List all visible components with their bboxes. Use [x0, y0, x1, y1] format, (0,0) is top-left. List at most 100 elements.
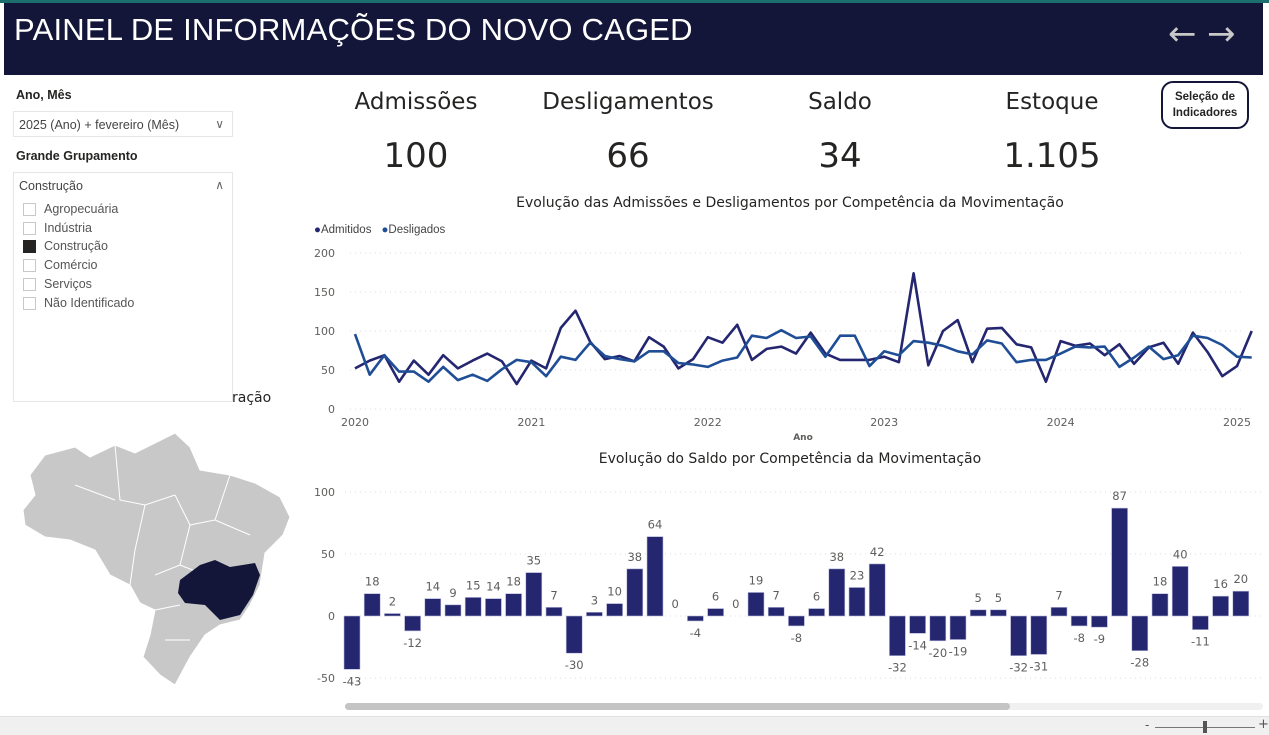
brazil-map[interactable] [15, 425, 300, 700]
line-chart-title: Evolução das Admissões e Desligamentos p… [516, 195, 1064, 211]
checkbox-checked[interactable] [23, 239, 36, 253]
ano-mes-dropdown[interactable]: 2025 (Ano) + fevereiro (Mês) ∨ [13, 111, 233, 137]
legend-item-desligados[interactable]: ●Desligados [381, 224, 446, 236]
top-accent-line [0, 0, 1269, 3]
bar-data-label: 14 [425, 580, 440, 594]
option-nao-identificado[interactable]: Não Identificado [23, 296, 134, 310]
bar-data-label: -14 [908, 638, 927, 652]
saldo-bar [384, 613, 401, 617]
bar-data-label: 15 [466, 578, 481, 592]
bar-data-label: 3 [591, 593, 598, 607]
bar-data-label: -43 [343, 674, 362, 688]
checkbox[interactable] [23, 202, 36, 216]
checkbox[interactable] [23, 221, 36, 235]
bar-data-label: 7 [1055, 588, 1062, 602]
saldo-bar [1131, 615, 1149, 652]
saldo-bar [1070, 615, 1088, 627]
line-legend: ●Admitidos ●Desligados [314, 224, 445, 236]
x-tick-label: 2020 [341, 416, 369, 429]
grupamento-value: Construção [19, 179, 83, 193]
bar-data-label: 18 [1153, 575, 1168, 589]
saldo-bar [969, 609, 987, 617]
bar-data-label: 87 [1112, 489, 1127, 503]
horizontal-scrollbar[interactable] [345, 703, 1263, 710]
page-title: PAINEL DE INFORMAÇÕES DO NOVO CAGED [14, 12, 693, 47]
bar-data-label: 20 [1233, 572, 1248, 586]
saldo-bar [646, 536, 664, 617]
selecao-indicadores-button[interactable]: Seleção de Indicadores [1161, 81, 1249, 129]
option-comercio[interactable]: Comércio [23, 258, 98, 272]
kpi-admissoes-value: 100 [383, 136, 449, 176]
y-tick-label: 100 [314, 325, 335, 338]
saldo-bar [1010, 615, 1027, 656]
x-tick-label: 2024 [1047, 416, 1075, 429]
saldo-bar [626, 568, 644, 617]
bar-data-label: 64 [648, 518, 663, 532]
saldo-bar [767, 607, 785, 617]
series-line-desligados [353, 328, 1252, 383]
kpi-desligamentos-label: Desligamentos [542, 89, 714, 115]
x-tick-label: 2023 [870, 416, 898, 429]
bar-data-label: 9 [449, 586, 456, 600]
y-tick-label: 150 [314, 286, 335, 299]
kpi-estoque-value: 1.105 [1003, 136, 1101, 176]
zoom-in-button[interactable]: + [1258, 717, 1269, 732]
y-tick-label: 50 [321, 548, 335, 561]
saldo-bar [929, 615, 947, 642]
zoom-slider-handle[interactable] [1203, 721, 1207, 733]
saldo-bar [444, 604, 462, 617]
bar-data-label: 16 [1213, 577, 1228, 591]
map-country-shape[interactable] [22, 432, 291, 686]
saldo-bar [990, 609, 1007, 617]
saldo-bar [424, 598, 442, 617]
map-state-minas-gerais[interactable] [178, 560, 260, 620]
bar-data-label: -11 [1191, 635, 1210, 649]
bottom-status-bar: - + [0, 716, 1269, 735]
bar-data-label: 38 [829, 550, 844, 564]
checkbox[interactable] [23, 258, 36, 272]
line-chart[interactable]: 0 50 100 150 200 2020 2021 2022 2023 2024 2025 Ano [300, 240, 1269, 450]
zoom-out-button[interactable]: - [1145, 718, 1150, 732]
checkbox[interactable] [23, 277, 36, 291]
bar-data-label: 2 [389, 595, 396, 609]
grupamento-dropdown[interactable]: Construção ∧ [13, 172, 233, 198]
grupamento-label: Grande Grupamento [16, 149, 138, 163]
legend-item-admitidos[interactable]: ●Admitidos [314, 224, 372, 236]
option-agropecuaria[interactable]: Agropecuária [23, 202, 118, 216]
kpi-saldo-value: 34 [818, 136, 862, 176]
bar-data-label: 38 [627, 550, 642, 564]
chevron-down-icon: ∨ [215, 117, 224, 131]
saldo-bar [1111, 507, 1128, 617]
bar-data-label: 0 [672, 597, 679, 611]
option-servicos[interactable]: Serviços [23, 277, 92, 291]
saldo-bar [505, 593, 522, 617]
saldo-bar [1030, 615, 1048, 655]
kpi-admissoes-label: Admissões [354, 89, 478, 115]
saldo-bar [1091, 615, 1108, 628]
bar-data-label: -30 [565, 658, 584, 672]
arrow-left-icon[interactable]: ← [1168, 14, 1197, 54]
grupamento-options-list: Agropecuária Indústria Construção Comérc… [13, 197, 233, 402]
kpi-saldo-label: Saldo [808, 89, 872, 115]
scrollbar-thumb[interactable] [345, 703, 1010, 710]
y-tick-label: 50 [321, 364, 335, 377]
x-tick-label: 2025 [1223, 416, 1251, 429]
option-construcao[interactable]: Construção [23, 239, 108, 253]
saldo-bar [949, 615, 967, 640]
bar-data-label: -8 [1073, 631, 1084, 645]
saldo-bar [868, 563, 886, 617]
arrow-right-icon[interactable]: → [1207, 14, 1236, 54]
bar-data-label: 5 [995, 591, 1002, 605]
bar-data-label: 23 [850, 568, 865, 582]
x-tick-label: 2022 [694, 416, 722, 429]
option-industria[interactable]: Indústria [23, 221, 92, 235]
button-line-2: Indicadores [1172, 107, 1238, 119]
bar-data-label: 6 [712, 590, 719, 604]
checkbox[interactable] [23, 296, 36, 310]
bar-data-label: 19 [749, 573, 764, 587]
ano-mes-value: 2025 (Ano) + fevereiro (Mês) [19, 118, 180, 132]
saldo-bar [343, 615, 361, 670]
bar-data-label: -12 [403, 636, 422, 650]
y-tick-label: 0 [328, 610, 335, 623]
